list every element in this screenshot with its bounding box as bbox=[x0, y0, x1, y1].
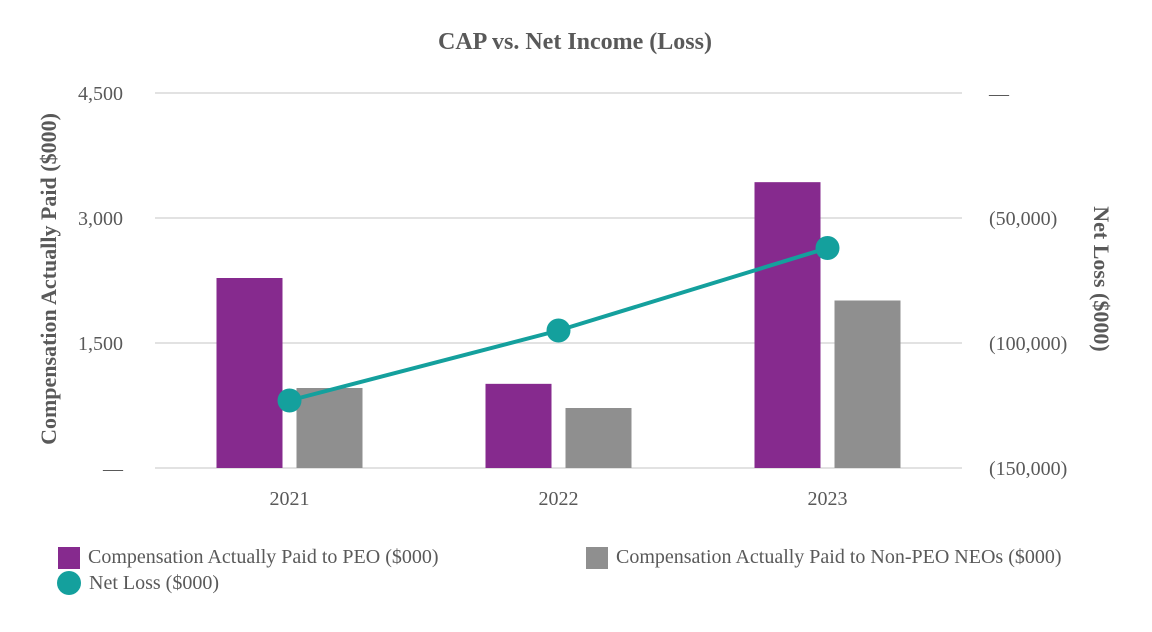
bar-peo-2021 bbox=[216, 278, 283, 468]
bar-non-peo-2023 bbox=[834, 300, 901, 468]
x-tick-label: 2023 bbox=[808, 488, 848, 510]
right-tick-label: — bbox=[988, 83, 1010, 105]
right-tick-label: (50,000) bbox=[989, 208, 1057, 230]
legend-swatch-non-peo bbox=[586, 546, 608, 569]
legend-label-peo: Compensation Actually Paid to PEO ($000) bbox=[88, 546, 439, 568]
legend-label-non-peo: Compensation Actually Paid to Non-PEO NE… bbox=[616, 546, 1062, 568]
bar-non-peo-2022 bbox=[565, 408, 632, 468]
right-tick-label: (100,000) bbox=[989, 333, 1067, 355]
net-loss-point-2021 bbox=[277, 388, 302, 413]
x-axis-ticks: 2021 2022 2023 bbox=[270, 488, 848, 510]
legend-label-net-loss: Net Loss ($000) bbox=[89, 571, 219, 594]
bars bbox=[216, 182, 901, 468]
left-tick-label: 4,500 bbox=[78, 83, 123, 105]
legend-item-net-loss: Net Loss ($000) bbox=[57, 571, 219, 595]
net-loss-point-2022 bbox=[546, 318, 571, 343]
x-tick-label: 2021 bbox=[270, 488, 310, 510]
left-axis-ticks: — 1,500 3,000 4,500 bbox=[78, 83, 124, 480]
left-tick-label: — bbox=[102, 458, 124, 480]
net-loss-line bbox=[277, 236, 840, 413]
bar-peo-2023 bbox=[754, 182, 821, 468]
left-tick-label: 3,000 bbox=[78, 208, 123, 230]
chart-title: CAP vs. Net Income (Loss) bbox=[438, 29, 712, 55]
left-axis-label: Compensation Actually Paid ($000) bbox=[36, 113, 61, 445]
left-tick-label: 1,500 bbox=[78, 333, 123, 355]
right-axis-label: Net Loss ($000) bbox=[1089, 206, 1114, 351]
x-tick-label: 2022 bbox=[539, 488, 579, 510]
right-axis-ticks: — (50,000) (100,000) (150,000) bbox=[988, 83, 1067, 480]
legend-item-non-peo: Compensation Actually Paid to Non-PEO NE… bbox=[586, 546, 1062, 569]
legend-item-peo: Compensation Actually Paid to PEO ($000) bbox=[58, 546, 439, 569]
right-tick-label: (150,000) bbox=[989, 458, 1067, 480]
gridlines bbox=[155, 92, 962, 469]
bar-peo-2022 bbox=[485, 383, 552, 468]
bar-non-peo-2021 bbox=[296, 388, 363, 468]
legend-swatch-net-loss bbox=[57, 571, 81, 595]
net-loss-point-2023 bbox=[815, 236, 840, 260]
legend-swatch-peo bbox=[58, 546, 80, 569]
